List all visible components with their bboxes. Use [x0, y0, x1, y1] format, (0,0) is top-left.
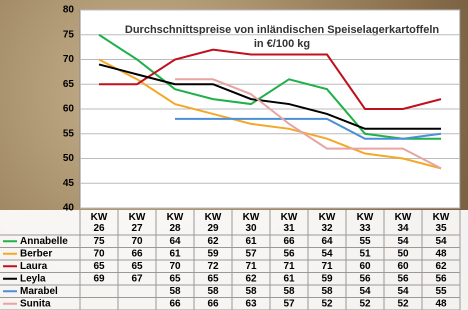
table-value: 58	[169, 286, 181, 297]
table-value: 51	[359, 248, 371, 259]
table-value: 66	[131, 248, 143, 259]
table-value: 67	[131, 273, 143, 284]
table-value: 71	[245, 261, 257, 272]
x-tick-label: KW 27	[128, 212, 146, 234]
legend-label: Sunita	[20, 298, 51, 309]
series-line	[98, 58, 442, 170]
legend-label: Annabelle	[20, 236, 68, 247]
table-value: 52	[397, 298, 409, 309]
legend-label: Berber	[20, 248, 52, 259]
x-tick-label: KW 35	[432, 212, 450, 234]
table-value: 48	[435, 248, 447, 259]
table-value: 57	[245, 248, 257, 259]
table-value: 50	[397, 248, 409, 259]
table-value: 58	[321, 286, 333, 297]
table-value: 63	[245, 298, 257, 309]
y-tick-label: 50	[63, 153, 75, 164]
y-tick-label: 75	[63, 29, 75, 40]
y-tick-label: 80	[63, 5, 75, 16]
chart-title: Durchschnittspreise von inländischen Spe…	[125, 24, 439, 36]
table-value: 65	[131, 261, 143, 272]
table-value: 66	[283, 236, 295, 247]
y-tick-label: 60	[63, 104, 75, 115]
table-value: 57	[283, 298, 295, 309]
table-value: 55	[435, 286, 447, 297]
table-value: 64	[169, 236, 181, 247]
x-tick-label: KW 31	[280, 212, 298, 234]
table-value: 65	[207, 273, 219, 284]
table-value: 56	[397, 273, 409, 284]
table-value: 62	[207, 236, 219, 247]
table-value: 56	[359, 273, 371, 284]
table-value: 48	[435, 298, 447, 309]
series-line	[99, 48, 442, 110]
table-value: 62	[245, 273, 257, 284]
table-value: 66	[169, 298, 181, 309]
table-value: 52	[321, 298, 333, 309]
y-tick-label: 65	[63, 79, 75, 90]
table-value: 52	[359, 298, 371, 309]
table-value: 59	[207, 248, 219, 259]
table-value: 70	[169, 261, 181, 272]
table-value: 64	[321, 236, 333, 247]
table-value: 70	[131, 236, 143, 247]
table-value: 70	[93, 248, 105, 259]
table-value: 71	[283, 261, 295, 272]
table-value: 55	[359, 236, 371, 247]
table-value: 72	[207, 261, 219, 272]
table-value: 65	[169, 273, 181, 284]
legend-label: Laura	[20, 261, 48, 272]
series-line	[98, 33, 441, 140]
table-value: 56	[283, 248, 295, 259]
table-value: 58	[245, 286, 257, 297]
y-tick-label: 45	[63, 178, 75, 189]
table-value: 54	[397, 286, 409, 297]
table-value: 58	[207, 286, 219, 297]
table-value: 75	[93, 236, 105, 247]
table-value: 60	[359, 261, 371, 272]
table-value: 61	[283, 273, 295, 284]
table-value: 54	[435, 236, 447, 247]
x-tick-label: KW 30	[242, 212, 260, 234]
table-value: 71	[321, 261, 333, 272]
series-line	[175, 117, 442, 140]
table-value: 54	[397, 236, 409, 247]
x-tick-label: KW 33	[356, 212, 374, 234]
x-tick-label: KW 34	[394, 212, 412, 234]
x-tick-label: KW 28	[166, 212, 184, 234]
y-tick-label: 55	[63, 128, 75, 139]
legend-label: Leyla	[20, 273, 46, 284]
x-tick-label: KW 29	[204, 212, 222, 234]
table-value: 54	[359, 286, 371, 297]
table-value: 66	[207, 298, 219, 309]
x-tick-label: KW 26	[90, 212, 108, 234]
table-value: 60	[397, 261, 409, 272]
x-tick-label: KW 32	[318, 212, 336, 234]
table-value: 58	[283, 286, 295, 297]
table-value: 65	[93, 261, 105, 272]
table-value: 62	[435, 261, 447, 272]
series-line	[175, 78, 442, 170]
legend-label: Marabel	[20, 286, 58, 297]
y-tick-label: 70	[63, 54, 75, 65]
table-value: 61	[169, 248, 181, 259]
chart-subtitle: in €/100 kg	[254, 38, 310, 50]
y-tick-label: 40	[63, 203, 75, 214]
table-value: 69	[93, 273, 105, 284]
table-value: 56	[435, 273, 447, 284]
table-value: 59	[321, 273, 333, 284]
table-value: 54	[321, 248, 333, 259]
table-value: 61	[245, 236, 257, 247]
series-line	[98, 63, 441, 130]
